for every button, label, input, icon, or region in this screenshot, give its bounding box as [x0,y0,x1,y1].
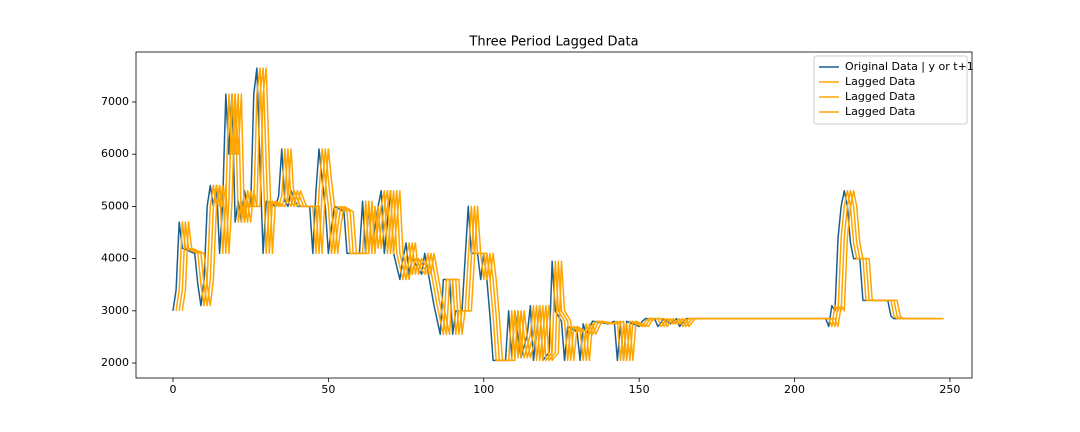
x-tick-label: 50 [321,383,335,396]
y-tick-label: 7000 [101,95,129,108]
data-line [181,67,944,362]
y-tick-label: 2000 [101,356,129,369]
x-tick-label: 250 [939,383,960,396]
y-tick-label: 5000 [101,199,129,212]
y-tick-label: 3000 [101,304,129,317]
plot-frame [135,51,973,379]
legend: Original Data | y or t+1 Lagged Data Lagge… [813,55,974,125]
legend-box [813,55,968,125]
y-tick-label: 6000 [101,147,129,160]
x-tick-label: 200 [784,383,805,396]
x-tick-label: 100 [473,383,494,396]
legend-label: Lagged Data [845,75,915,88]
y-tick-label: 4000 [101,252,129,265]
chart-title: Three Period Lagged Data [468,35,638,50]
legend-label: Lagged Data [845,105,915,118]
legend-label: Original Data | y or t+1 [845,60,974,73]
x-tick-label: 150 [629,383,650,396]
legend-label: Lagged Data [845,90,915,103]
x-tick-label: 0 [169,383,176,396]
